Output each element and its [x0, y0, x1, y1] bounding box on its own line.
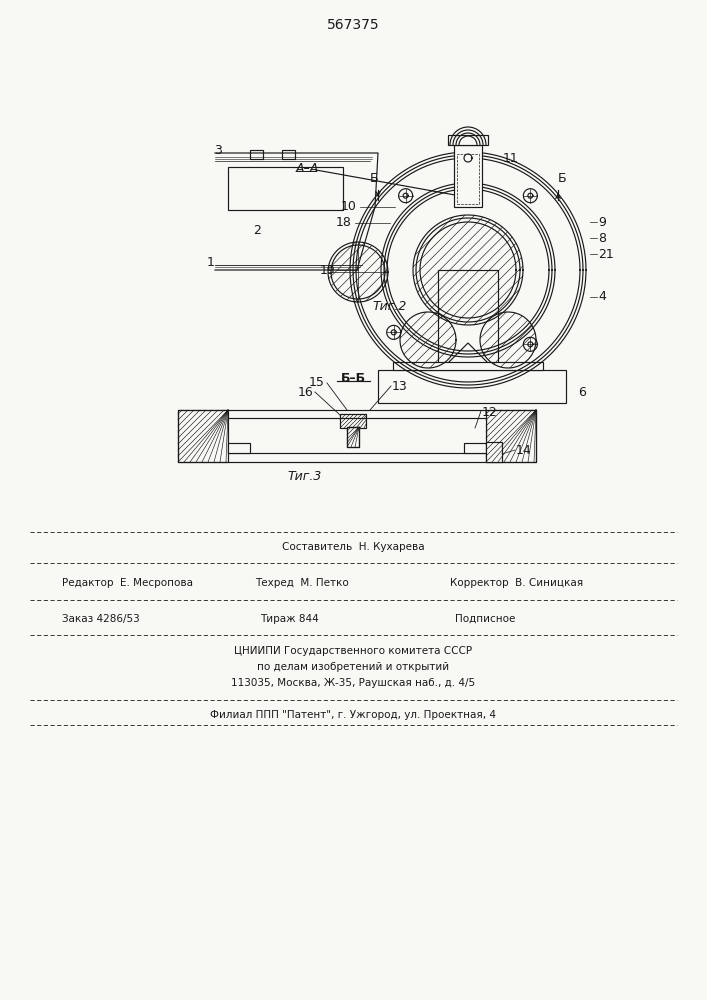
Bar — [250, 150, 263, 159]
Bar — [486, 442, 502, 462]
Bar — [178, 410, 228, 462]
Bar — [347, 427, 359, 447]
Text: 16: 16 — [297, 385, 313, 398]
Text: 3: 3 — [214, 143, 222, 156]
Text: Τиг.2: Τиг.2 — [373, 300, 407, 314]
Bar — [438, 270, 498, 370]
Text: 19: 19 — [320, 263, 335, 276]
Text: 9: 9 — [598, 216, 606, 229]
Bar — [228, 443, 250, 453]
Text: 567375: 567375 — [327, 18, 380, 32]
Text: 8: 8 — [598, 232, 606, 244]
Bar — [486, 410, 536, 462]
Text: Составитель  Н. Кухарева: Составитель Н. Кухарева — [281, 542, 424, 552]
Bar — [347, 427, 359, 447]
Text: А–А: А–А — [296, 161, 320, 174]
Text: 11: 11 — [503, 151, 519, 164]
Text: Τиг.3: Τиг.3 — [288, 471, 322, 484]
Bar — [448, 135, 488, 145]
Text: Техред  М. Петко: Техред М. Петко — [255, 578, 349, 588]
Text: Подписное: Подписное — [455, 614, 515, 624]
Text: Б: Б — [558, 172, 566, 185]
Text: 13: 13 — [392, 379, 408, 392]
Text: 4: 4 — [598, 290, 606, 304]
Text: ЦНИИПИ Государственного комитета СССР: ЦНИИПИ Государственного комитета СССР — [234, 646, 472, 656]
Bar — [457, 154, 479, 204]
Bar — [228, 418, 486, 453]
Bar — [228, 167, 343, 210]
Bar — [454, 145, 482, 207]
Text: 1: 1 — [207, 255, 215, 268]
Text: Заказ 4286/53: Заказ 4286/53 — [62, 614, 140, 624]
Bar — [378, 370, 566, 403]
Text: 2: 2 — [253, 224, 261, 236]
Bar — [340, 414, 366, 428]
Text: Филиал ППП "Патент", г. Ужгород, ул. Проектная, 4: Филиал ППП "Патент", г. Ужгород, ул. Про… — [210, 710, 496, 720]
Text: Редактор  Е. Месропова: Редактор Е. Месропова — [62, 578, 193, 588]
Bar — [393, 362, 543, 370]
Text: 12: 12 — [482, 406, 498, 418]
Text: 6: 6 — [578, 386, 586, 399]
Text: Корректор  В. Синицкая: Корректор В. Синицкая — [450, 578, 583, 588]
Text: Б–Б: Б–Б — [341, 371, 366, 384]
Text: Тираж 844: Тираж 844 — [260, 614, 319, 624]
Text: 18: 18 — [336, 217, 352, 230]
Text: 21: 21 — [598, 247, 614, 260]
Text: по делам изобретений и открытий: по делам изобретений и открытий — [257, 662, 449, 672]
Text: 113035, Москва, Ж-35, Раушская наб., д. 4/5: 113035, Москва, Ж-35, Раушская наб., д. … — [231, 678, 475, 688]
Text: 14: 14 — [516, 444, 532, 458]
Text: 15: 15 — [309, 376, 325, 389]
Bar — [178, 410, 536, 462]
Text: Б: Б — [370, 172, 378, 185]
Bar — [282, 150, 295, 159]
Text: 10: 10 — [341, 200, 357, 214]
Bar — [464, 443, 486, 453]
